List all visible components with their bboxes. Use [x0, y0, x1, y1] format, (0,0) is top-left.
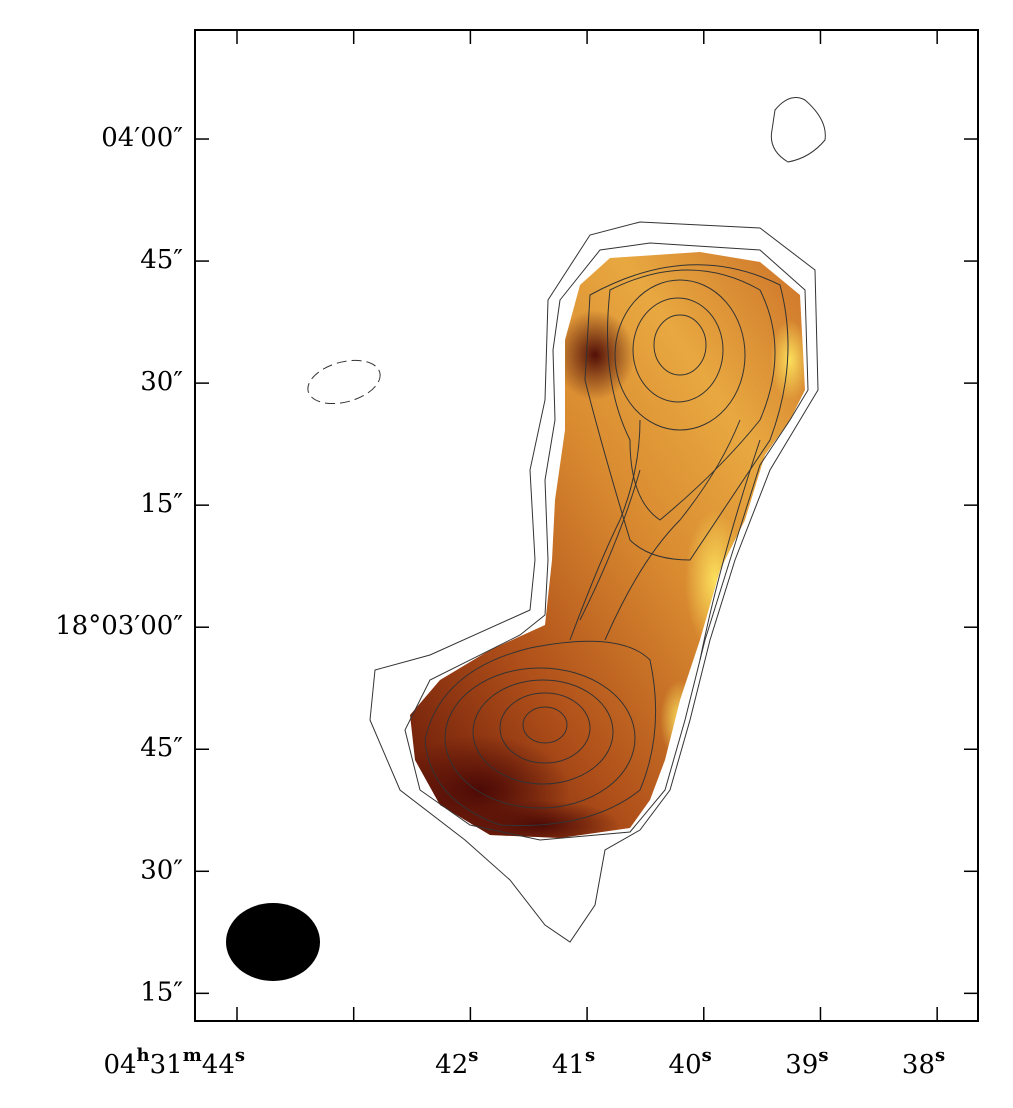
x-tick-label: 04h31m44s: [103, 1045, 245, 1080]
y-tick-label: 30″: [140, 855, 183, 885]
y-tick-label: 30″: [140, 367, 183, 397]
y-tick-label: 45″: [140, 733, 183, 763]
x-tick-label: 41s: [552, 1045, 595, 1080]
emission-image: [410, 252, 805, 838]
y-tick-label: 18°03′00″: [55, 611, 183, 641]
x-tick-label: 38s: [902, 1045, 945, 1080]
x-tick-label: 40s: [669, 1045, 712, 1080]
contours: [307, 97, 826, 943]
y-tick-label: 15″: [140, 489, 183, 519]
y-tick-label: 04′00″: [101, 123, 183, 153]
y-tick-label: 45″: [140, 245, 183, 275]
beam: [226, 903, 320, 981]
x-tick-label: 39s: [785, 1045, 828, 1080]
y-tick-label: 15″: [140, 977, 183, 1007]
x-tick-label: 42s: [435, 1045, 478, 1080]
